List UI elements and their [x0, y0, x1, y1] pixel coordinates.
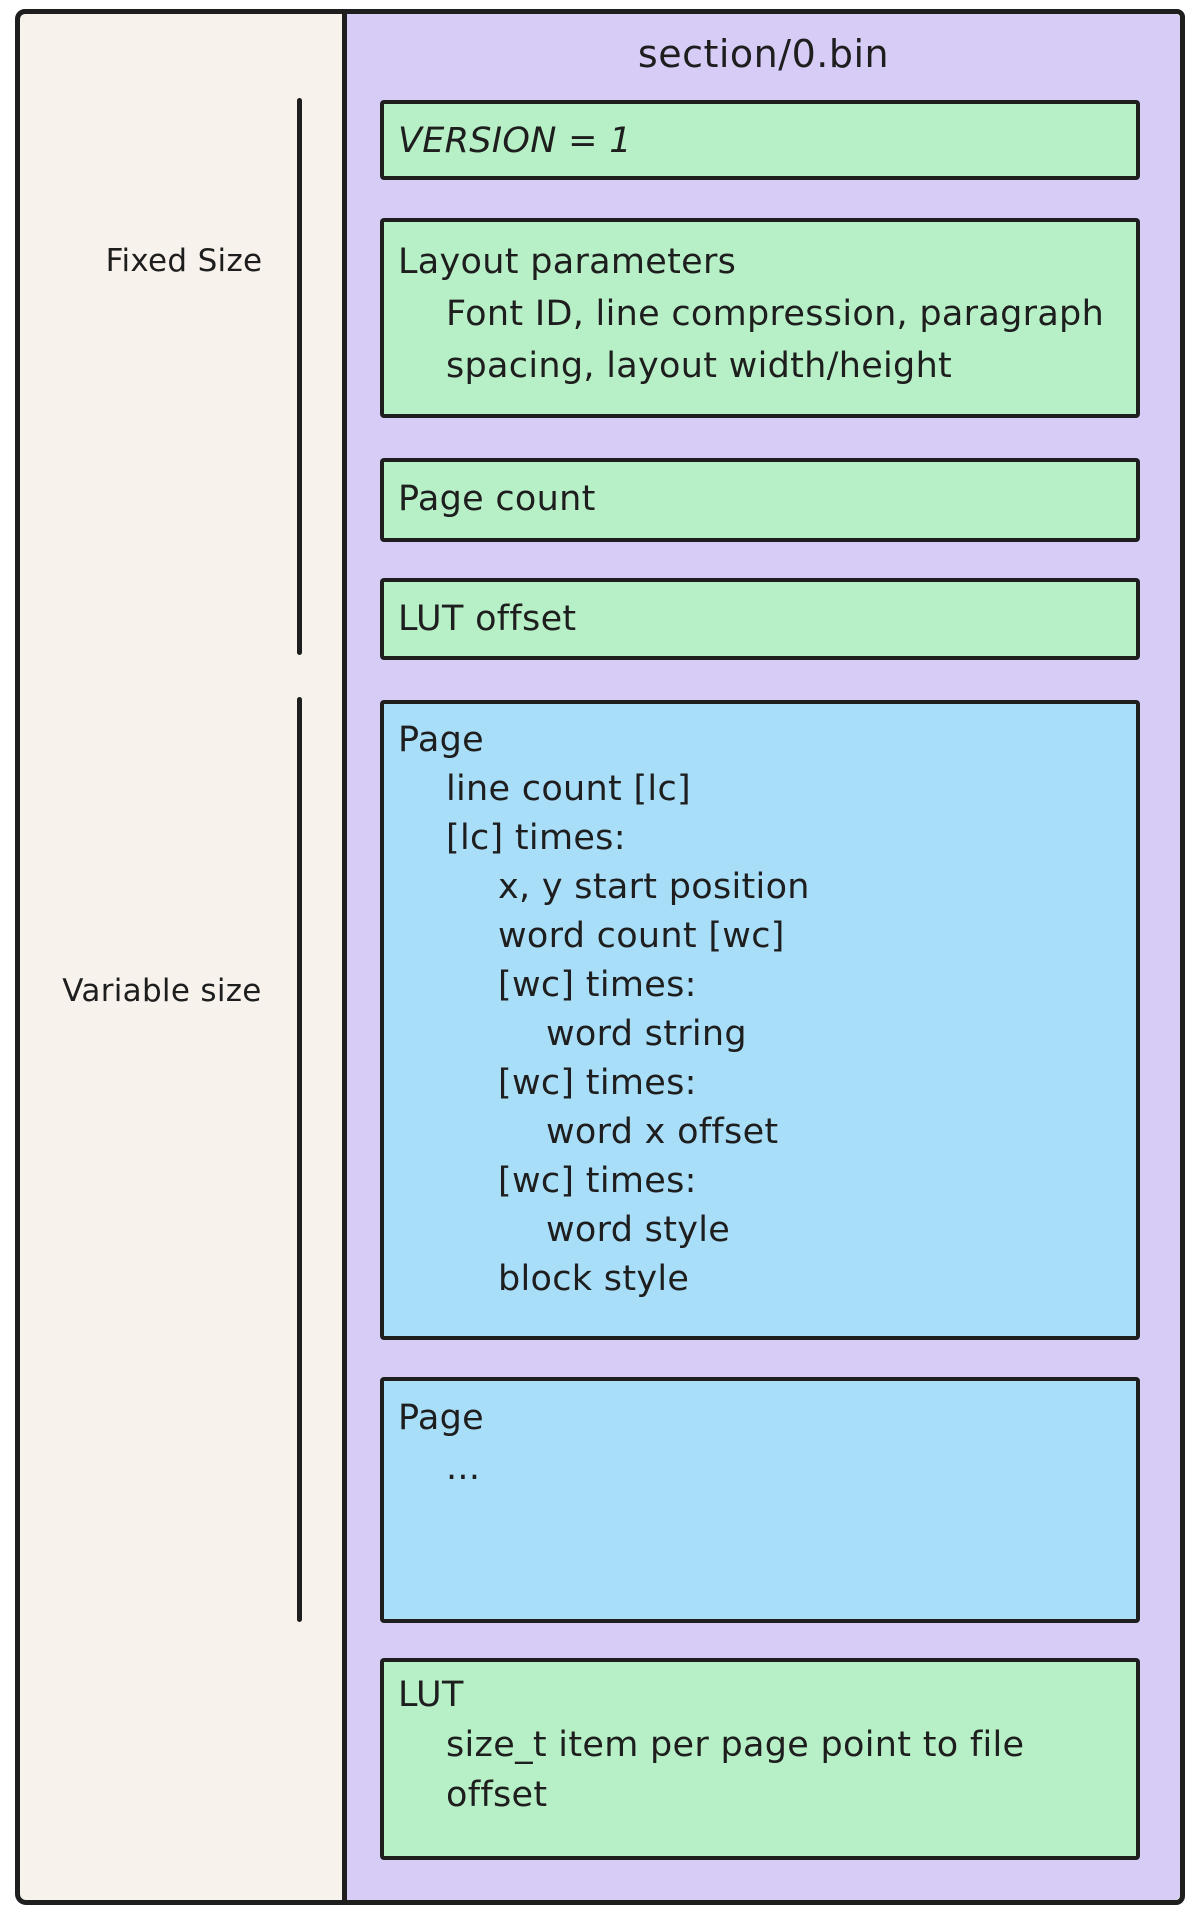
box-page-detail-line: x, y start position: [498, 867, 810, 907]
fixed-size-bracket-line: [297, 98, 302, 655]
box-page-more-line: ...: [446, 1448, 481, 1488]
box-page-detail-line: [wc] times:: [498, 1063, 697, 1103]
box-page-detail-line: line count [lc]: [446, 769, 691, 809]
box-lut-offset: LUT offset: [380, 578, 1140, 660]
box-page-detail-line: [wc] times:: [498, 965, 697, 1005]
box-lut-line: offset: [446, 1775, 548, 1815]
box-page-detail: Page line count [lc] [lc] times: x, y start…: [380, 700, 1140, 1340]
box-page-detail-line: [wc] times:: [498, 1161, 697, 1201]
variable-size-label: Variable size: [62, 973, 262, 1009]
box-version-line: VERSION = 1: [398, 121, 632, 161]
box-lut-offset-line: LUT offset: [398, 599, 577, 639]
section-file-panel: section/0.bin VERSION = 1 Layout paramete…: [342, 14, 1180, 1900]
box-page-detail-line: Page: [398, 720, 484, 760]
box-lut-line: size_t item per page point to file: [446, 1725, 1025, 1765]
box-page-count-line: Page count: [398, 479, 596, 519]
box-layout-parameters-line: Layout parameters: [398, 242, 737, 282]
box-page-detail-line: word x offset: [546, 1112, 779, 1152]
box-page-detail-line: block style: [498, 1259, 690, 1299]
fixed-size-label: Fixed Size: [105, 243, 263, 279]
variable-size-bracket-line: [297, 697, 302, 1622]
box-page-more-line: Page: [398, 1398, 484, 1438]
diagram-frame: Fixed Size Variable size section/0.bin V…: [15, 9, 1185, 1905]
box-lut-line: LUT: [398, 1675, 464, 1715]
box-page-more: Page...: [380, 1377, 1140, 1623]
box-layout-parameters-line: Font ID, line compression, paragraph: [446, 294, 1105, 334]
box-page-detail-line: word style: [546, 1210, 731, 1250]
box-lut: LUT size_t item per page point to file off…: [380, 1658, 1140, 1860]
box-layout-parameters-line: spacing, layout width/height: [446, 346, 953, 386]
box-version: VERSION = 1: [380, 100, 1140, 180]
box-page-detail-line: [lc] times:: [446, 818, 626, 858]
box-page-detail-line: word string: [546, 1014, 747, 1054]
box-page-detail-line: word count [wc]: [498, 916, 785, 956]
section-file-title: section/0.bin: [637, 32, 890, 76]
size-annotation-panel: Fixed Size Variable size: [20, 14, 342, 1900]
box-layout-parameters: Layout parameters Font ID, line compressi…: [380, 218, 1140, 418]
box-page-count: Page count: [380, 458, 1140, 542]
